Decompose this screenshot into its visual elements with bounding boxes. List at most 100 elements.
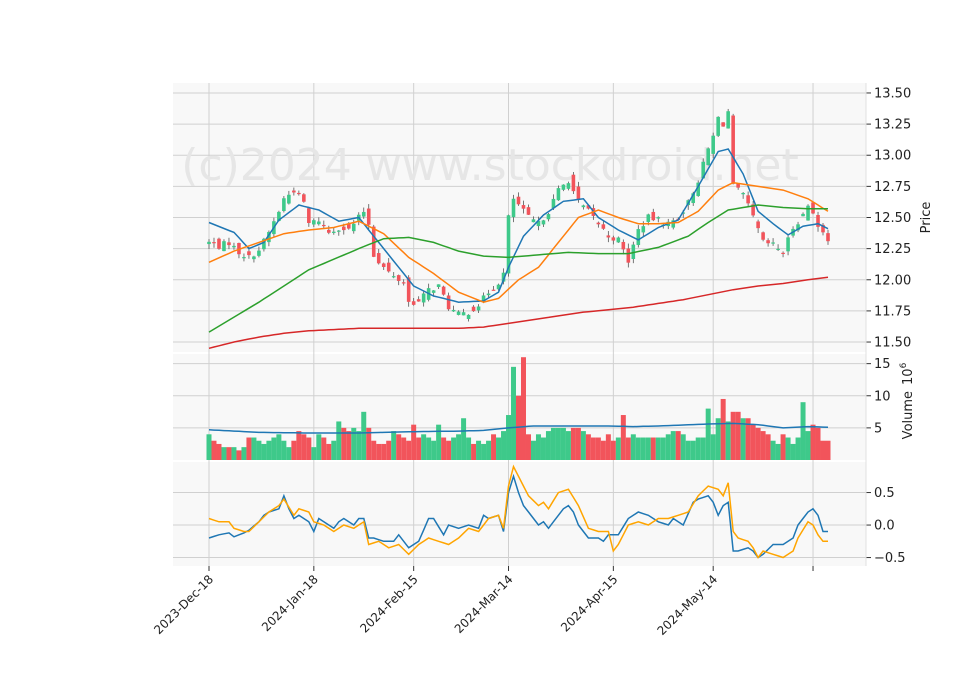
candle-body	[371, 226, 376, 257]
candle-body	[451, 309, 456, 312]
volume-bar	[301, 434, 307, 460]
candle-body	[771, 242, 775, 244]
volume-bar	[560, 427, 566, 460]
volume-bar	[665, 434, 671, 460]
volume-bar	[775, 443, 781, 460]
candle-body	[317, 221, 321, 225]
volume-bar	[231, 447, 237, 460]
indicator-line-slow	[208, 464, 828, 559]
candle-body	[801, 213, 805, 217]
candle-body	[386, 262, 391, 272]
volume-label-text: Volume	[901, 391, 916, 439]
volume-bar	[690, 440, 696, 460]
candle-body	[701, 161, 705, 179]
volume-bar	[426, 437, 432, 460]
candle-body	[571, 174, 576, 192]
candle-body	[556, 188, 561, 201]
volume-bar	[221, 447, 227, 460]
volume-bar	[550, 427, 556, 460]
candle-body	[332, 231, 336, 233]
volume-bar	[491, 434, 497, 460]
volume-bar	[261, 443, 267, 460]
candle-body	[381, 263, 386, 267]
indicator-y-tick-label: −0.5	[874, 551, 906, 566]
candle-body	[691, 193, 696, 204]
volume-bar	[411, 424, 417, 460]
price-y-tick-label: 13.00	[874, 149, 911, 164]
volume-bar	[635, 437, 641, 460]
candle-body	[292, 190, 296, 193]
volume-bar	[366, 427, 372, 460]
candle-body	[756, 221, 760, 229]
volume-bar	[511, 366, 517, 460]
volume-bar	[620, 415, 626, 460]
candle-body	[466, 314, 471, 319]
candle-body	[247, 251, 251, 256]
volume-bar	[286, 447, 292, 460]
volume-bar	[555, 427, 561, 460]
volume-bar	[535, 434, 541, 460]
volume-bar	[381, 443, 387, 460]
candle-body	[217, 238, 221, 249]
candle-body	[706, 148, 710, 166]
volume-bar	[680, 434, 686, 460]
volume-bar	[481, 443, 487, 460]
volume-bar	[506, 415, 512, 460]
candle-body	[746, 195, 750, 204]
candle-body	[681, 212, 686, 214]
volume-bar	[640, 437, 646, 460]
candle-body	[711, 135, 715, 154]
candle-body	[282, 198, 286, 211]
volume-unit-text: 10	[901, 368, 916, 385]
candle-body	[222, 241, 226, 252]
volume-bar	[396, 434, 402, 460]
volume-bar	[545, 431, 551, 460]
candle-body	[401, 282, 406, 284]
candle-body	[287, 194, 291, 204]
candle-body	[366, 208, 371, 225]
candle-body	[441, 286, 446, 295]
candle-body	[312, 220, 316, 225]
candle-body	[721, 122, 725, 127]
moving-average-line	[208, 276, 829, 350]
volume-bar	[575, 427, 581, 460]
candle-body	[751, 204, 755, 216]
volume-bar	[660, 437, 666, 460]
volume-bar	[530, 440, 536, 460]
candle-body	[806, 205, 810, 221]
volume-bar	[745, 418, 751, 460]
volume-bar	[570, 427, 576, 460]
candle-body	[521, 205, 526, 209]
volume-bar	[785, 437, 791, 460]
candle-body	[651, 211, 656, 221]
volume-bar	[825, 440, 831, 460]
volume-bar	[735, 411, 741, 460]
candle-body	[646, 214, 651, 222]
candle-body	[826, 233, 830, 242]
indicator-y-tick-label: 0.0	[874, 519, 895, 534]
volume-bar	[471, 443, 477, 460]
candle-body	[781, 252, 785, 255]
volume-bar	[421, 434, 427, 460]
volume-bar	[361, 411, 367, 460]
volume-bar	[486, 440, 492, 460]
candle-body	[576, 186, 581, 201]
candle-body	[242, 257, 246, 259]
candle-body	[581, 205, 586, 208]
indicator-y-tick-label: 0.5	[874, 486, 895, 501]
volume-unit-exponent: 6	[899, 362, 909, 368]
volume-bar	[246, 437, 252, 460]
volume-bar	[650, 437, 656, 460]
volume-bar	[206, 434, 212, 460]
candle-body	[436, 284, 441, 287]
volume-bar	[451, 437, 457, 460]
volume-bar	[675, 431, 681, 460]
price-y-tick-label: 12.25	[874, 242, 911, 257]
candle-body	[481, 295, 486, 303]
volume-bar	[810, 424, 816, 460]
volume-bar	[386, 440, 392, 460]
price-y-tick-label: 13.50	[874, 86, 911, 101]
candle-body	[531, 219, 536, 223]
volume-bar	[540, 437, 546, 460]
volume-bar	[341, 427, 347, 460]
